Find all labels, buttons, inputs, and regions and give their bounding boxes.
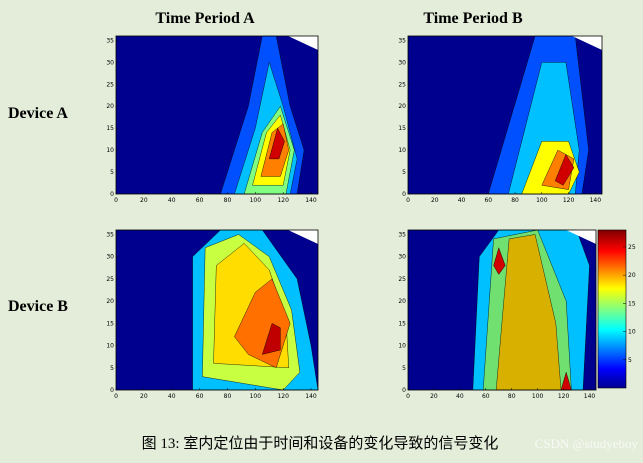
x-tick-label: 60: [484, 197, 492, 204]
y-tick-label: 0: [402, 191, 406, 198]
y-tick-label: 15: [106, 320, 114, 327]
y-tick-label: 35: [398, 231, 406, 238]
x-tick-label: 60: [196, 393, 204, 400]
caption: 图 13: 室内定位由于时间和设备的变化导致的信号变化: [142, 435, 499, 452]
y-tick-label: 0: [402, 387, 406, 394]
blank-corner: [288, 36, 318, 50]
y-tick-label: 25: [398, 276, 406, 283]
y-tick-label: 5: [402, 169, 406, 176]
x-tick-label: 120: [558, 393, 570, 400]
colorbar-tick-label: 25: [628, 244, 636, 251]
y-tick-label: 10: [398, 343, 406, 350]
x-tick-label: 0: [406, 197, 410, 204]
y-tick-label: 30: [106, 59, 114, 66]
y-tick-label: 35: [106, 37, 114, 44]
plot-frame: [115, 229, 319, 391]
y-tick-label: 20: [106, 298, 114, 305]
x-tick-label: 20: [140, 393, 148, 400]
y-tick-label: 0: [110, 387, 114, 394]
x-tick-label: 100: [250, 197, 262, 204]
x-tick-label: 80: [511, 197, 519, 204]
y-tick-label: 10: [106, 343, 114, 350]
contour-region: [554, 154, 575, 186]
x-tick-label: 0: [114, 197, 118, 204]
x-tick-label: 140: [584, 393, 596, 400]
colorbar-tick-label: 5: [628, 357, 632, 364]
colorbar-tick-label: 10: [628, 329, 636, 336]
y-tick-label: 30: [398, 254, 406, 261]
plot-frame: [115, 35, 319, 195]
x-tick-label: 20: [430, 393, 438, 400]
column-title: Time Period B: [423, 10, 523, 27]
x-tick-label: 120: [563, 197, 575, 204]
contour-panel: 0 20 40 60 80 100 120 140 0 5 10 15 20 25 30 35: [398, 35, 603, 204]
watermark: CSDN @studyeboy: [535, 436, 639, 451]
colorbar: 5 10 15 20 25: [597, 229, 636, 389]
x-tick-label: 0: [406, 393, 410, 400]
x-tick-label: 140: [590, 197, 602, 204]
y-tick-label: 30: [398, 59, 406, 66]
blank-corner: [566, 230, 596, 244]
y-tick-label: 5: [110, 365, 114, 372]
y-tick-label: 30: [106, 254, 114, 261]
x-tick-label: 120: [277, 197, 289, 204]
y-tick-label: 20: [398, 298, 406, 305]
x-tick-label: 100: [536, 197, 548, 204]
row-label: Device A: [8, 105, 68, 122]
x-tick-label: 40: [458, 197, 466, 204]
x-tick-label: 100: [250, 393, 262, 400]
colorbar-tick-label: 15: [628, 300, 636, 307]
y-tick-label: 15: [398, 320, 406, 327]
y-tick-label: 20: [106, 103, 114, 110]
y-tick-label: 10: [106, 147, 114, 154]
contour-region: [261, 323, 281, 355]
x-tick-label: 40: [168, 393, 176, 400]
y-tick-label: 5: [110, 169, 114, 176]
plot-frame: [407, 35, 603, 195]
x-tick-label: 80: [224, 197, 232, 204]
x-tick-label: 140: [305, 393, 317, 400]
y-tick-label: 15: [106, 125, 114, 132]
y-tick-label: 15: [398, 125, 406, 132]
x-tick-label: 40: [456, 393, 464, 400]
blank-corner: [572, 36, 602, 50]
x-tick-label: 60: [196, 197, 204, 204]
y-tick-label: 35: [398, 37, 406, 44]
blank-corner: [288, 230, 318, 244]
y-tick-label: 25: [106, 276, 114, 283]
colorbar-fill: [597, 229, 627, 389]
contour-panel: 0 20 40 60 80 100 120 140 0 5 10 15 20 25 30 35: [398, 229, 597, 400]
x-tick-label: 80: [508, 393, 516, 400]
y-tick-label: 10: [398, 147, 406, 154]
x-tick-label: 40: [168, 197, 176, 204]
y-tick-label: 0: [110, 191, 114, 198]
x-tick-label: 100: [532, 393, 544, 400]
contour-panel: 0 20 40 60 80 100 120 140 0 5 10 15 20 25 30 35: [106, 35, 319, 204]
x-tick-label: 0: [114, 393, 118, 400]
y-tick-label: 25: [106, 81, 114, 88]
y-tick-label: 25: [398, 81, 406, 88]
colorbar-tick-label: 20: [628, 272, 636, 279]
contour-region: [268, 127, 285, 160]
x-tick-label: 20: [140, 197, 148, 204]
y-tick-label: 35: [106, 231, 114, 238]
y-tick-label: 5: [402, 365, 406, 372]
x-tick-label: 140: [305, 197, 317, 204]
x-tick-label: 120: [277, 393, 289, 400]
plot-frame: [407, 229, 597, 391]
x-tick-label: 60: [482, 393, 490, 400]
x-tick-label: 80: [224, 393, 232, 400]
y-tick-label: 20: [398, 103, 406, 110]
column-title: Time Period A: [155, 10, 255, 27]
contour-region: [493, 247, 506, 275]
x-tick-label: 20: [431, 197, 439, 204]
contour-panel: 0 20 40 60 80 100 120 140 0 5 10 15 20 25 30 35: [106, 229, 319, 400]
row-label: Device B: [8, 298, 68, 315]
